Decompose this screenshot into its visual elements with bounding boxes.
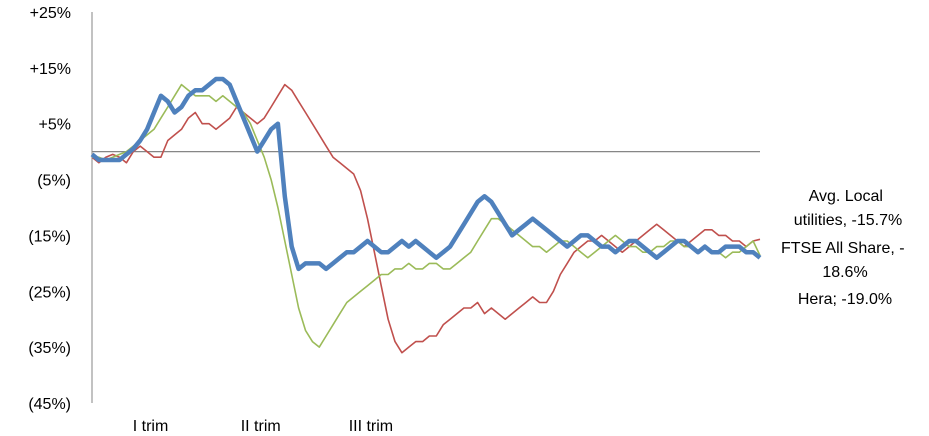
end-label-ftse-all-share: FTSE All Share, - 18.6% xyxy=(781,240,909,281)
y-tick-label: (25%) xyxy=(28,284,71,301)
end-label-hera: Hera; -19.0% xyxy=(798,291,892,308)
y-tick-label: (45%) xyxy=(28,396,71,413)
end-label-ftse-line2: 18.6% xyxy=(822,264,867,281)
series-line-hera xyxy=(90,76,762,272)
y-tick-label: (5%) xyxy=(37,173,71,190)
series-end-labels: Avg. Local utilities, -15.7% FTSE All Sh… xyxy=(781,188,909,308)
series-line-ftse-all-share xyxy=(92,83,761,348)
x-axis-ticks: I trim II trim III trim xyxy=(133,418,393,435)
y-axis-ticks: +25% +15% +5% (5%) (15%) (25%) (35%) (45%) xyxy=(28,5,71,413)
series-lines xyxy=(90,76,762,354)
end-label-local-utilities-line2: utilities, -15.7% xyxy=(794,212,903,229)
y-tick-label: +5% xyxy=(39,117,71,134)
x-tick-label: III trim xyxy=(349,418,393,435)
series-line-avg-local-utilities xyxy=(91,83,761,354)
y-tick-label: +15% xyxy=(30,61,71,78)
x-tick-label: I trim xyxy=(133,418,169,435)
end-label-hera-line1: Hera; -19.0% xyxy=(798,291,892,308)
y-axis: +25% +15% +5% (5%) (15%) (25%) (35%) (45%) xyxy=(28,5,93,413)
y-tick-label: +25% xyxy=(30,5,71,22)
y-tick-label: (15%) xyxy=(28,228,71,245)
y-tick-label: (35%) xyxy=(28,340,71,357)
end-label-local-utilities-line1: Avg. Local xyxy=(809,188,883,205)
end-label-ftse-line1: FTSE All Share, - xyxy=(781,240,905,257)
x-tick-label: II trim xyxy=(241,418,281,435)
end-label-local-utilities: Avg. Local utilities, -15.7% xyxy=(794,188,903,229)
